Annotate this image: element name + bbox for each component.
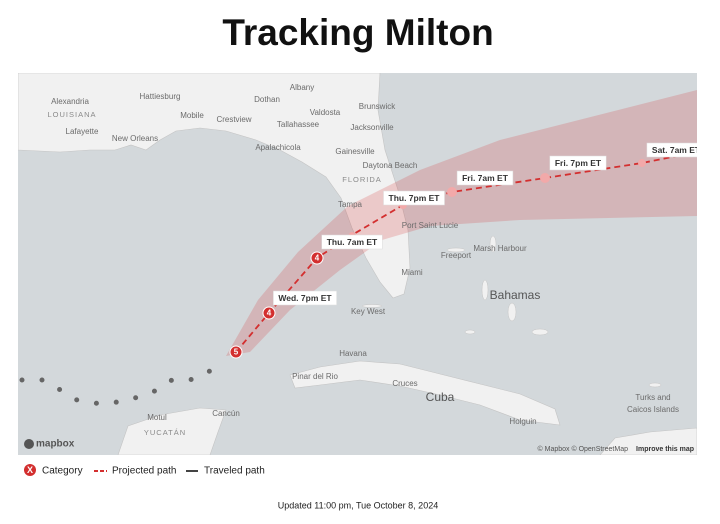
forecast-label: Fri. 7am ET (462, 173, 509, 183)
place-label: Holguin (509, 417, 536, 426)
map: Hattiesburg Albany Dothan Alexandria LOUISIA… (18, 73, 701, 455)
place-label: Caicos Islands (627, 405, 679, 414)
legend-category-icon-text: X (27, 465, 33, 475)
category-marker (229, 345, 243, 359)
forecast-label-box (646, 142, 697, 158)
category-number: 4 (315, 254, 320, 263)
place-label: Pinar del Rio (292, 372, 338, 381)
land-hispaniola (599, 427, 697, 455)
place-label: Marsh Harbour (473, 244, 527, 253)
forecast-label-box (321, 234, 383, 250)
forecast-label: Thu. 7am ET (327, 237, 378, 247)
land-cuba (289, 360, 561, 426)
place-label: FLORIDA (342, 175, 382, 184)
category-markers: 5 4 4 (229, 251, 324, 359)
place-label: Alexandria (51, 97, 89, 106)
legend-traveled: Traveled path (204, 466, 265, 477)
forecast-label: Thu. 7pm ET (389, 193, 441, 203)
forecast-label: Wed. 7pm ET (278, 293, 332, 303)
credits: © Mapbox © OpenStreetMap (538, 445, 629, 453)
place-label: Cuba (426, 390, 455, 404)
place-label: New Orleans (112, 134, 158, 143)
place-label: Havana (339, 349, 367, 358)
place-label: Motul (147, 413, 167, 422)
place-label: Albany (290, 83, 314, 92)
category-number: 4 (267, 309, 272, 318)
place-label: Cancún (212, 409, 240, 418)
forecast-label: Sat. 7am ET (652, 145, 701, 155)
category-number: 5 (234, 348, 239, 357)
land-yucatan (117, 407, 227, 455)
place-label: Port Saint Lucie (402, 221, 459, 230)
place-label: Valdosta (310, 108, 341, 117)
place-label: Miami (401, 268, 423, 277)
legend-projected: Projected path (112, 466, 177, 477)
place-label: Turks and (635, 393, 670, 402)
islands (361, 235, 662, 388)
land-us (18, 73, 411, 299)
forecast-label: Fri. 7pm ET (555, 158, 602, 168)
place-label: Crestview (216, 115, 251, 124)
forecast-label-box (456, 170, 514, 186)
mapbox-icon (24, 439, 34, 449)
title: Tracking Milton (222, 12, 493, 53)
updated: Updated 11:00 pm, Tue October 8, 2024 (278, 500, 438, 510)
forecast-label-box (549, 155, 607, 171)
place-label: Cruces (392, 379, 417, 388)
place-label: YUCATÁN (144, 428, 186, 437)
forecast-label-box (383, 190, 445, 206)
place-label: Gainesville (335, 147, 375, 156)
place-label: Bahamas (490, 288, 541, 302)
forecast-label-box (273, 290, 337, 306)
place-label: Brunswick (359, 102, 396, 111)
category-marker (262, 306, 276, 320)
place-label: Lafayette (66, 127, 99, 136)
place-label: Tampa (338, 200, 363, 209)
mapbox-logo: mapbox (36, 439, 75, 450)
forecast-labels: Wed. 7pm ET Thu. 7am ET Thu. 7pm ET Fri. 7a… (273, 142, 701, 306)
place-label: Key West (351, 307, 386, 316)
category-marker (310, 251, 324, 265)
place-label: Hattiesburg (140, 92, 181, 101)
legend-category: Category (42, 466, 83, 477)
place-label: Jacksonville (350, 123, 394, 132)
legend-category-icon (24, 464, 36, 476)
place-label: LOUISIANA (47, 110, 96, 119)
place-labels: Hattiesburg Albany Dothan Alexandria LOUISIA… (47, 83, 679, 437)
place-label: Mobile (180, 111, 204, 120)
place-label: Freeport (441, 251, 472, 260)
improve-link[interactable]: Improve this map (636, 446, 694, 453)
place-label: Apalachicola (255, 143, 301, 152)
place-label: Tallahassee (277, 120, 320, 129)
place-label: Daytona Beach (363, 161, 418, 170)
place-label: Dothan (254, 95, 280, 104)
